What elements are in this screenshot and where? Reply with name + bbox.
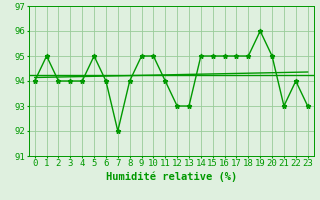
X-axis label: Humidité relative (%): Humidité relative (%) xyxy=(106,171,237,182)
